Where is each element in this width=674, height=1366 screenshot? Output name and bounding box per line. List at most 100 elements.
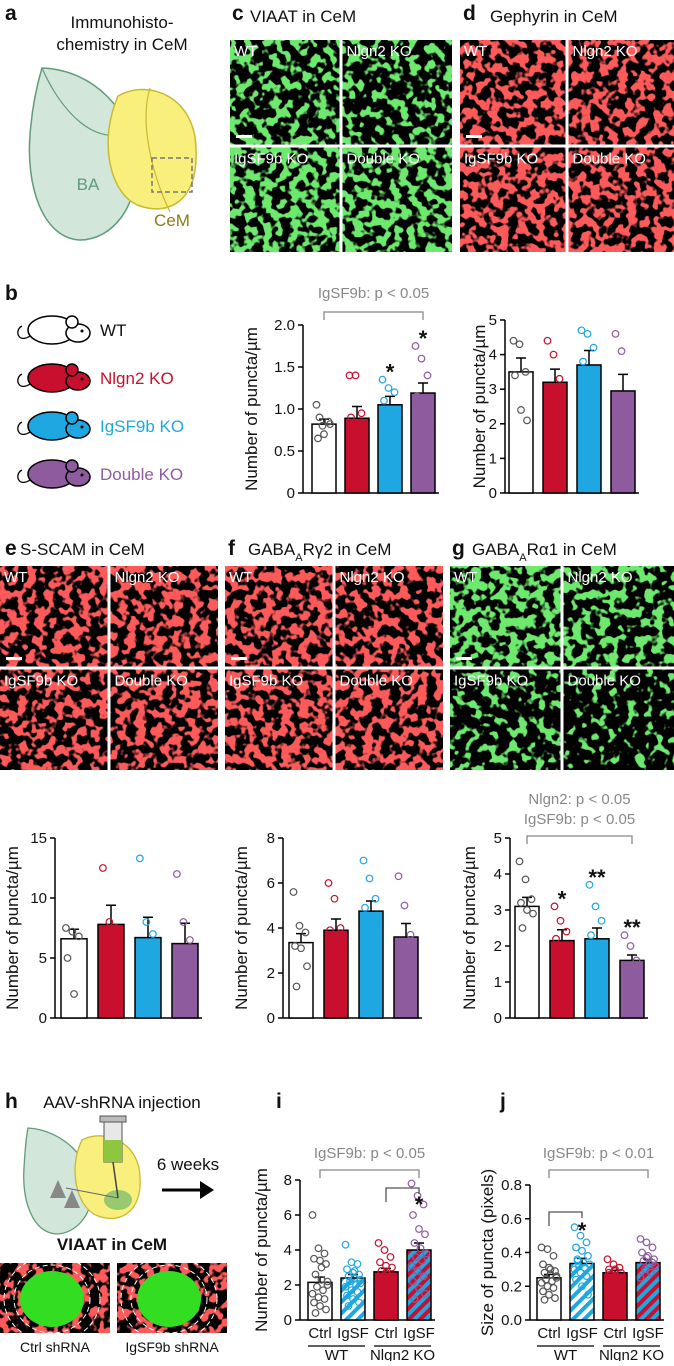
legend-label: IgSF9b KO [100,417,184,436]
mouse-eye [81,378,84,381]
y-tick-label: 2 [494,938,502,955]
mouse-ear [66,460,78,472]
tile-label: WT [4,569,27,586]
error-bar [418,383,428,393]
data-point [362,904,369,911]
panel-letter: f [228,537,236,560]
tile-label: Nlgn2 KO [340,569,405,586]
y-tick-label: 0.8 [501,1177,522,1194]
data-point [550,1253,557,1260]
data-point [389,1264,396,1271]
data-point [174,871,181,878]
image-title: VIAAT in CeM [250,7,356,26]
schematic-title: chemistry in CeM [56,35,187,54]
mouse-eye [81,426,84,429]
data-point [323,1261,330,1268]
image-title: Gephyrin in CeM [490,7,618,26]
y-tick-label: 4 [489,347,497,364]
significance-star: * [386,360,395,385]
y-axis-label: Number of puncta/µm [3,846,22,1010]
data-point [321,1250,328,1257]
tile-label: Nlgn2 KO [115,569,180,586]
y-tick-label: 8 [284,1172,292,1189]
error-bar [401,924,411,938]
y-tick-label: 0.2 [501,1278,522,1295]
y-tick-label: 0 [494,1010,502,1027]
data-point [518,900,525,907]
significance-star: * [415,1192,424,1217]
x-tick-label: IgSF [337,1325,369,1342]
data-point [63,925,70,932]
data-point [342,1241,349,1248]
bar [378,405,402,493]
data-point [544,1246,551,1253]
mouse-ear [66,364,78,376]
title-part: GABA [472,540,520,559]
data-point [385,385,392,392]
cell-body [137,1271,201,1327]
y-tick-label: 5 [494,830,502,847]
y-tick-label: 0 [284,1312,292,1329]
y-axis-label: Number of puncta/µm [232,846,251,1010]
data-point [358,410,365,417]
legend-label: Nlgn2 KO [100,369,174,388]
panel-letter: c [232,2,244,25]
data-point [522,876,529,883]
y-tick-label: 1 [489,450,497,467]
region-label: CeM [154,211,190,230]
data-point [612,331,619,338]
bar [537,1278,561,1320]
y-tick-label: 3 [494,902,502,919]
y-tick-label: 1.5 [274,359,295,376]
y-tick-label: 1.0 [274,401,295,418]
image-title: GABAARα1 in CeM [472,540,617,564]
group-label: WT [325,1347,348,1361]
data-point [391,389,398,396]
data-point [416,1226,423,1233]
data-point [331,895,338,902]
bar [611,391,635,493]
tile-label: Double KO [347,151,420,168]
panel-letter: j [499,1090,506,1113]
y-tick-label: 15 [30,830,47,847]
data-point [318,1264,325,1271]
tile-label: Nlgn2 KO [568,569,633,586]
data-point [309,1212,316,1219]
data-point [325,880,332,887]
data-point [401,902,408,909]
significance-label: IgSF9b: p < 0.01 [543,1145,654,1162]
mouse-eye [81,474,84,477]
data-point [598,918,605,925]
tile-label: Double KO [568,673,641,690]
y-tick-label: 0 [267,1010,275,1027]
error-bar [516,358,526,372]
y-tick-label: 0.0 [501,1312,522,1329]
y-tick-label: 3 [489,381,497,398]
data-point [381,397,388,404]
bracket [527,836,632,844]
data-point [418,355,425,362]
y-tick-label: 0 [39,1010,47,1027]
data-point [422,1231,429,1238]
data-point [585,1253,592,1260]
syringe-cap [100,1116,126,1122]
panel-letter: i [276,1090,282,1113]
panel-letter: h [5,1090,18,1113]
data-point [313,402,320,409]
bar [543,382,567,493]
y-tick-label: 0 [287,485,295,502]
significance-star: * [578,1218,587,1243]
mouse-eye [81,330,84,333]
error-bar [618,374,628,391]
data-point [424,372,431,379]
y-tick-label: 0.4 [501,1245,522,1262]
data-point [315,1245,322,1252]
data-point [408,1180,415,1187]
data-point [550,351,557,358]
y-tick-label: 6 [284,1207,292,1224]
bar [509,372,533,493]
data-point [387,1254,394,1261]
significance-star: ** [623,915,641,940]
error-bar [180,923,190,943]
